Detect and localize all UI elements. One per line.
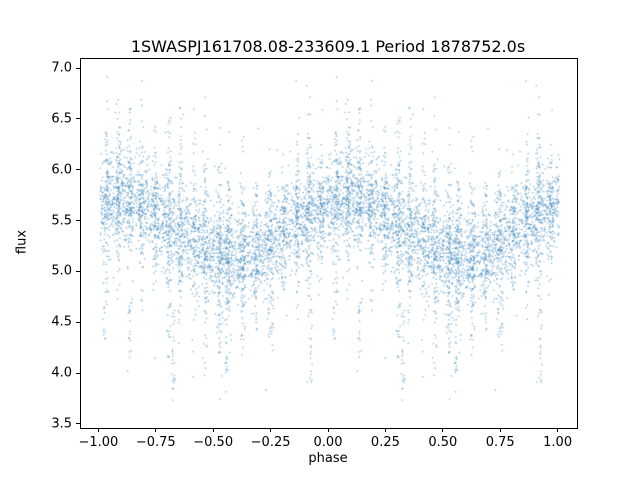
y-tick-mark xyxy=(76,321,80,323)
y-tick-label: 5.0 xyxy=(51,263,72,279)
y-tick-mark xyxy=(76,169,80,171)
x-axis-label: phase xyxy=(308,451,348,466)
x-tick-mark xyxy=(442,428,444,432)
x-tick-mark xyxy=(327,428,329,432)
x-tick-mark xyxy=(212,428,214,432)
y-tick-label: 4.0 xyxy=(51,365,72,381)
y-tick-label: 3.5 xyxy=(51,416,72,432)
x-tick-label: 0.00 xyxy=(313,435,343,450)
y-tick-label: 4.5 xyxy=(51,314,72,330)
x-tick-label: −0.75 xyxy=(135,435,176,450)
x-tick-label: −0.25 xyxy=(250,435,291,450)
x-tick-label: 0.25 xyxy=(370,435,400,450)
x-tick-mark xyxy=(557,428,559,432)
y-tick-label: 6.5 xyxy=(51,111,72,127)
x-tick-mark xyxy=(270,428,272,432)
x-tick-mark xyxy=(155,428,157,432)
chart-title: 1SWASPJ161708.08-233609.1 Period 1878752… xyxy=(130,37,526,56)
y-axis-label: flux xyxy=(14,229,30,255)
y-tick-mark xyxy=(76,372,80,374)
x-tick-label: −1.00 xyxy=(78,435,119,450)
x-tick-label: 1.00 xyxy=(543,435,573,450)
x-tick-mark xyxy=(384,428,386,432)
y-tick-mark xyxy=(76,67,80,69)
x-tick-mark xyxy=(97,428,99,432)
x-tick-label: −0.50 xyxy=(193,435,234,450)
x-tick-mark xyxy=(499,428,501,432)
plot-area xyxy=(80,58,578,429)
x-tick-label: 0.50 xyxy=(428,435,458,450)
scatter-points-canvas xyxy=(81,59,577,428)
y-tick-mark xyxy=(76,220,80,222)
y-tick-mark xyxy=(76,118,80,120)
x-tick-label: 0.75 xyxy=(485,435,515,450)
y-tick-mark xyxy=(76,270,80,272)
y-tick-mark xyxy=(76,423,80,425)
y-tick-label: 7.0 xyxy=(51,60,72,76)
y-tick-label: 6.0 xyxy=(51,162,72,178)
y-tick-label: 5.5 xyxy=(51,213,72,229)
